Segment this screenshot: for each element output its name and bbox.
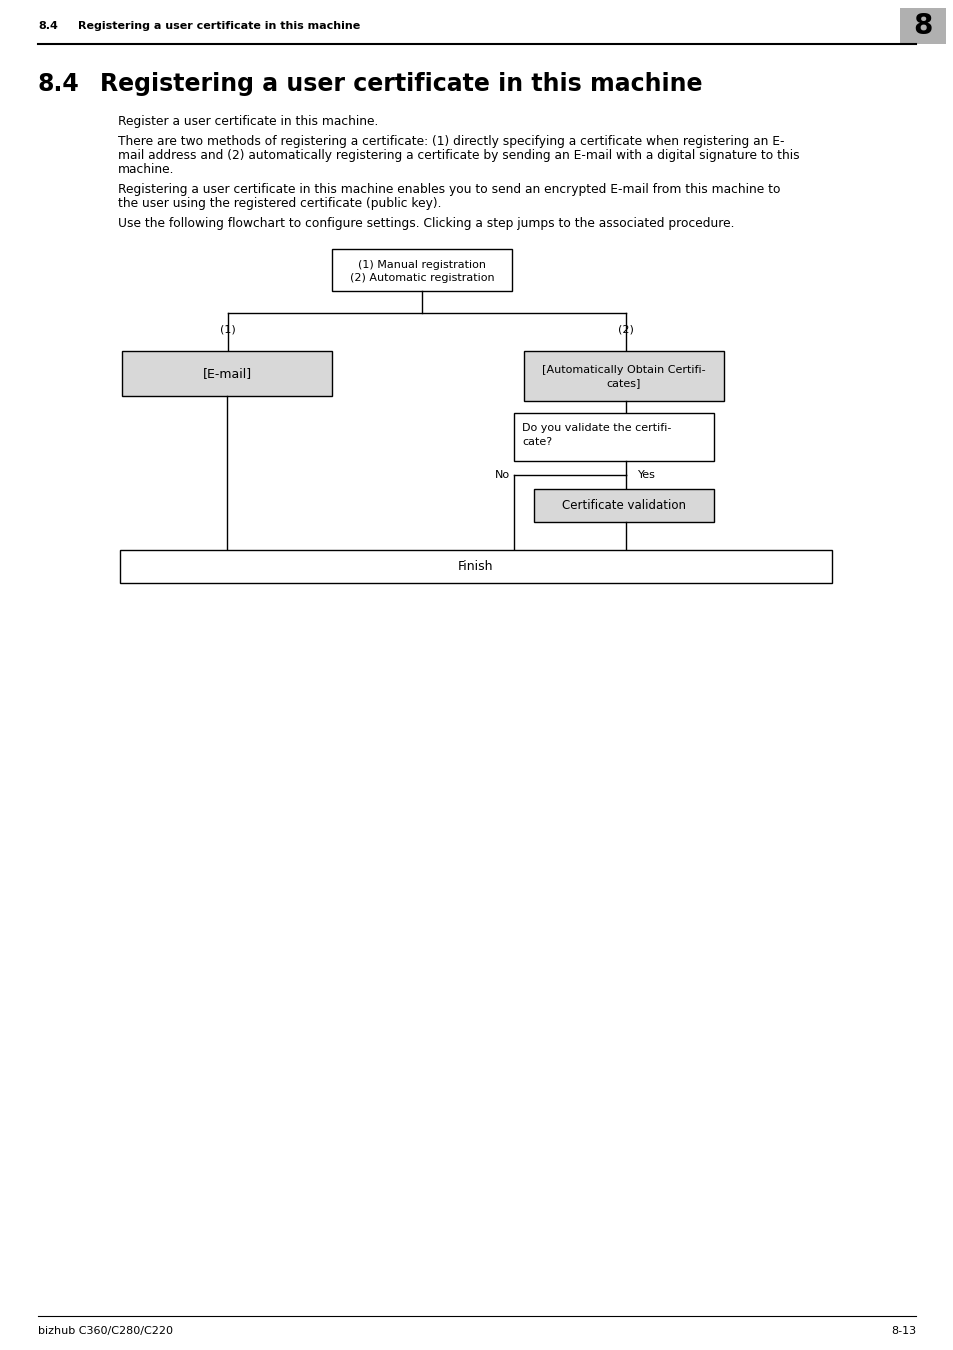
Text: mail address and (2) automatically registering a certificate by sending an E-mai: mail address and (2) automatically regis… <box>118 148 799 162</box>
Bar <box>899 8 945 45</box>
Text: 8.4: 8.4 <box>38 72 80 96</box>
Text: Registering a user certificate in this machine enables you to send an encrypted : Registering a user certificate in this m… <box>118 184 780 196</box>
Text: Certificate validation: Certificate validation <box>561 500 685 512</box>
Text: (1) Manual registration: (1) Manual registration <box>357 261 485 270</box>
Text: Registering a user certificate in this machine: Registering a user certificate in this m… <box>78 22 360 31</box>
Text: [E-mail]: [E-mail] <box>202 367 252 379</box>
Text: Registering a user certificate in this machine: Registering a user certificate in this m… <box>100 72 701 96</box>
Bar <box>523 351 723 401</box>
Text: Yes: Yes <box>638 470 655 481</box>
Text: 8.4: 8.4 <box>38 22 58 31</box>
Text: cates]: cates] <box>606 378 640 387</box>
Text: [Automatically Obtain Certifi-: [Automatically Obtain Certifi- <box>541 364 705 375</box>
Text: the user using the registered certificate (public key).: the user using the registered certificat… <box>118 197 441 211</box>
Text: 8: 8 <box>912 12 932 40</box>
Text: No: No <box>495 470 510 481</box>
Text: There are two methods of registering a certificate: (1) directly specifying a ce: There are two methods of registering a c… <box>118 135 783 148</box>
Text: machine.: machine. <box>118 163 174 176</box>
Bar <box>514 413 713 460</box>
Text: (2) Automatic registration: (2) Automatic registration <box>350 273 494 284</box>
Text: cate?: cate? <box>521 437 552 447</box>
Text: (2): (2) <box>618 325 634 335</box>
Text: (1): (1) <box>220 325 235 335</box>
Text: Register a user certificate in this machine.: Register a user certificate in this mach… <box>118 115 378 128</box>
Text: bizhub C360/C280/C220: bizhub C360/C280/C220 <box>38 1326 172 1336</box>
Bar <box>120 549 831 583</box>
Text: Do you validate the certifi-: Do you validate the certifi- <box>521 423 671 433</box>
Text: 8-13: 8-13 <box>890 1326 915 1336</box>
Text: Use the following flowchart to configure settings. Clicking a step jumps to the : Use the following flowchart to configure… <box>118 217 734 230</box>
Text: Finish: Finish <box>457 560 494 572</box>
Bar <box>122 351 332 396</box>
Bar <box>332 248 512 292</box>
Bar <box>534 489 713 522</box>
